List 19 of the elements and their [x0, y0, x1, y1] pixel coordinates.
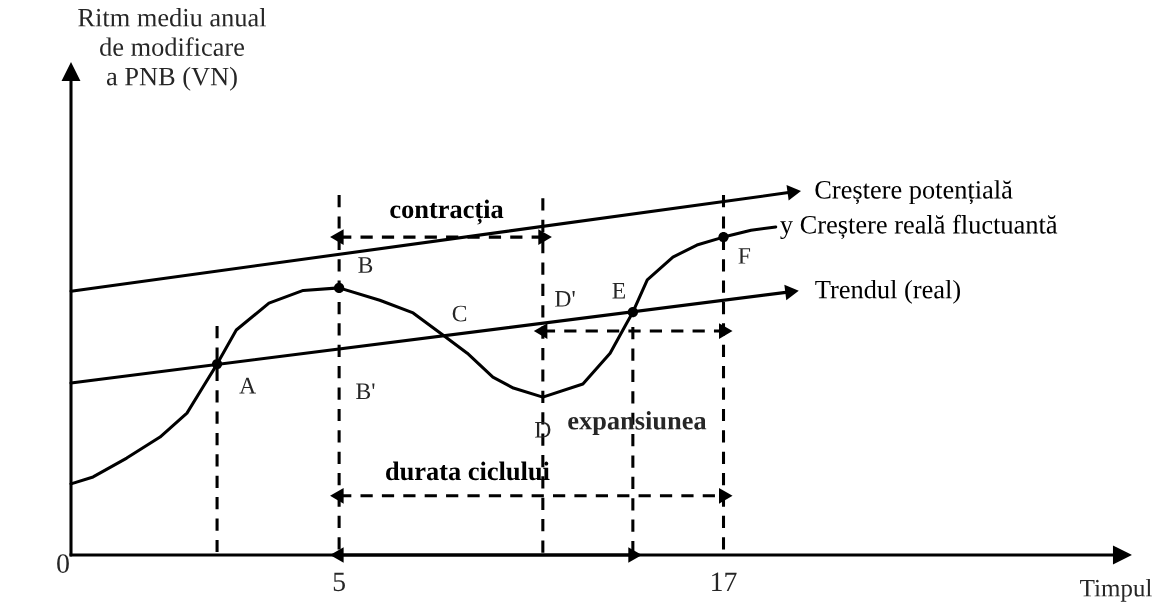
annotation: D — [535, 422, 551, 438]
annotation: F — [738, 248, 751, 264]
series-label: Trendul (real) — [815, 279, 960, 304]
annotation: B — [358, 257, 373, 273]
annotation: A — [239, 377, 256, 394]
annotation: B' — [356, 383, 375, 400]
annotation: C — [452, 305, 467, 322]
series-label: contracția — [390, 199, 504, 225]
series-label: Creștere potențială — [815, 180, 1013, 205]
annotation: D' — [555, 291, 575, 307]
series-label: y Creștere reală fluctuantă — [780, 214, 1058, 240]
x-axis-title: Timpul — [1080, 579, 1152, 602]
annotation: expansiunea — [568, 411, 707, 435]
y-axis-title: Ritm mediu anual de modificare a PNB (VN) — [78, 8, 267, 91]
x-tick-label: 17 — [712, 572, 737, 591]
series-label: durata ciclului — [386, 461, 550, 481]
annotation: E — [612, 282, 626, 299]
text: 0 — [57, 554, 69, 573]
x-tick-label: 5 — [333, 572, 345, 592]
